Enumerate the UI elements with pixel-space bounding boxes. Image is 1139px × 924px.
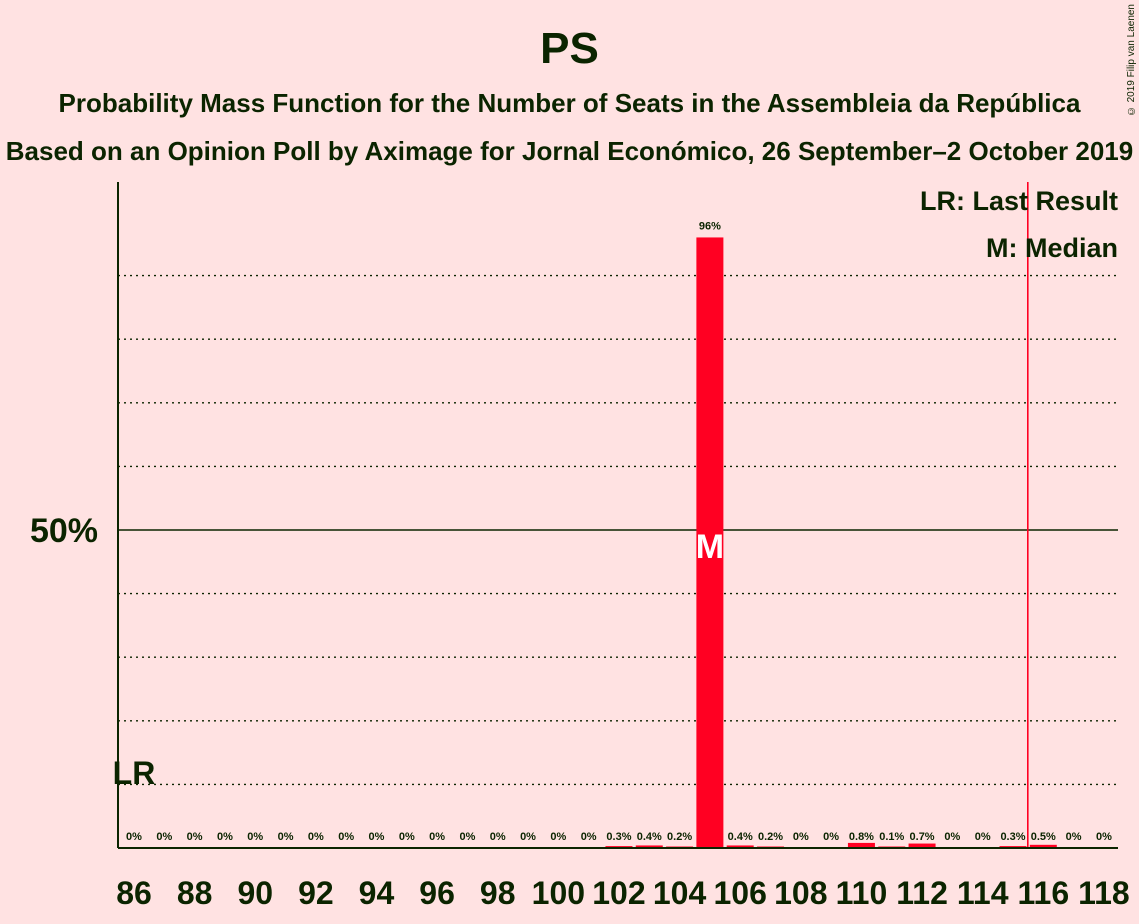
bar-value-label: 0% — [429, 831, 445, 843]
bar-value-label: 0% — [823, 831, 839, 843]
median-marker: M — [696, 528, 724, 566]
bar-value-label: 0% — [550, 831, 566, 843]
bar-value-label: 0% — [156, 831, 172, 843]
bar-value-label: 0.3% — [606, 831, 631, 843]
bar-value-label: 0% — [975, 831, 991, 843]
bar-value-label: 0.1% — [879, 831, 904, 843]
bar-value-label: 0% — [520, 831, 536, 843]
x-tick-label: 116 — [1017, 875, 1069, 911]
x-tick-label: 90 — [237, 875, 273, 911]
bar-value-label: 96% — [699, 220, 721, 232]
x-tick-label: 96 — [419, 875, 455, 911]
bar — [635, 845, 663, 848]
bar-value-label: 0% — [338, 831, 354, 843]
chart-subtitle-2: Based on an Opinion Poll by Aximage for … — [5, 136, 1134, 166]
x-tick-label: 114 — [957, 875, 1009, 911]
x-tick-label: 104 — [653, 875, 707, 911]
x-tick-label: 106 — [714, 875, 767, 911]
x-tick-label: 112 — [896, 875, 948, 911]
bar — [847, 842, 875, 848]
bar-value-label: 0% — [490, 831, 506, 843]
x-tick-label: 110 — [836, 875, 888, 911]
bar-value-label: 0% — [793, 831, 809, 843]
legend-median: M: Median — [986, 233, 1118, 263]
bar-value-label: 0.2% — [667, 831, 692, 843]
bar — [908, 843, 936, 848]
bar-value-label: 0% — [126, 831, 142, 843]
x-tick-label: 94 — [359, 875, 395, 911]
bar-value-label: 0% — [187, 831, 203, 843]
bar-value-label: 0% — [1066, 831, 1082, 843]
x-tick-label: 88 — [177, 875, 213, 911]
bar-value-label: 0.5% — [1031, 831, 1056, 843]
bar-value-label: 0% — [217, 831, 233, 843]
bar-value-label: 0.4% — [637, 831, 662, 843]
y-tick-label-50: 50% — [30, 512, 98, 550]
legend-last-result: LR: Last Result — [920, 186, 1118, 216]
x-tick-label: 118 — [1078, 875, 1130, 911]
bar-value-label: 0% — [247, 831, 263, 843]
bar-value-label: 0.8% — [849, 831, 874, 843]
x-tick-label: 92 — [298, 875, 334, 911]
bar-value-label: 0% — [399, 831, 415, 843]
bar-value-label: 0% — [944, 831, 960, 843]
bar-value-label: 0% — [308, 831, 324, 843]
x-tick-label: 108 — [774, 875, 827, 911]
x-tick-label: 98 — [480, 875, 516, 911]
bar-value-label: 0% — [278, 831, 294, 843]
bar-value-label: 0% — [1096, 831, 1112, 843]
bar-value-label: 0% — [459, 831, 475, 843]
bar-value-label: 0.7% — [910, 831, 935, 843]
chart-title: PS — [540, 24, 599, 73]
bar-value-label: 0.3% — [1000, 831, 1025, 843]
bar-value-label: 0% — [581, 831, 597, 843]
bar-value-label: 0.2% — [758, 831, 783, 843]
x-tick-label: 102 — [592, 875, 645, 911]
x-tick-label: 100 — [532, 875, 585, 911]
bar — [696, 237, 724, 848]
last-result-marker: LR — [113, 755, 156, 791]
x-tick-label: 86 — [116, 875, 152, 911]
bar-value-label: 0% — [369, 831, 385, 843]
chart-subtitle: Probability Mass Function for the Number… — [58, 88, 1081, 118]
bar — [1029, 844, 1057, 848]
bar-value-label: 0.4% — [728, 831, 753, 843]
bar — [726, 845, 754, 848]
